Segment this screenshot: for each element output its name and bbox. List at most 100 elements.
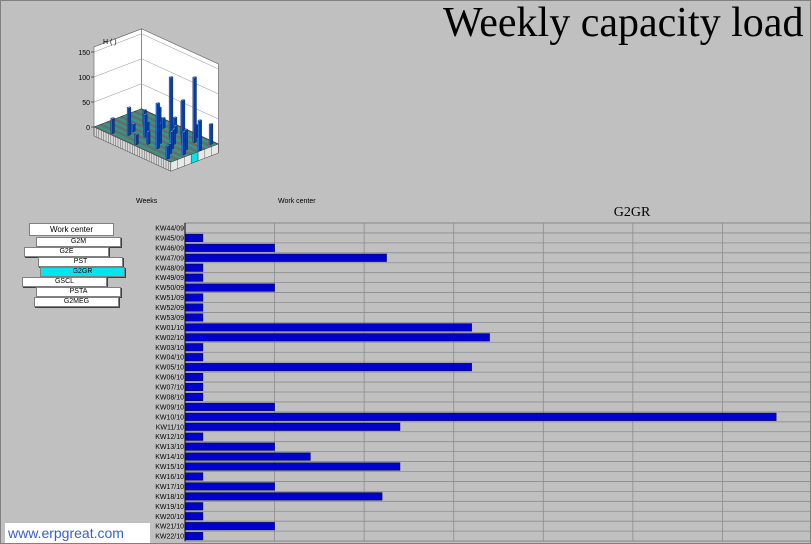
y-tick-label: 150 [78,50,90,57]
y-tick-label: 0 [86,125,90,132]
floor-tile [132,119,139,122]
bar [184,233,204,242]
floor-tile [203,140,210,143]
bar3d-side [170,76,174,139]
floor-tile [187,144,194,147]
work-center-item-pst[interactable]: PST [38,257,123,267]
work-center-item-g2e[interactable]: G2E [24,247,109,257]
bar3d-front [126,107,129,136]
floor-tile [102,128,109,131]
floor-tile [148,115,155,118]
bar3d-top [192,76,197,79]
floor-tile [114,122,120,125]
work-center-item-g2m[interactable]: G2M [36,237,121,247]
bar [184,502,204,511]
page-title: Weekly capacity load [443,0,804,46]
bar3d-top [143,113,148,116]
bar3d-top [142,108,147,111]
floor-tile [161,138,168,141]
floor-tile [118,124,125,127]
floor-tile [112,132,119,136]
chart-title: G2GR [614,205,651,220]
category-label: KW22/10 [155,534,184,541]
bar [184,253,387,262]
floor-tile [117,135,123,138]
work-center-item-g2gr[interactable]: G2GR [40,267,125,277]
bar [184,392,204,401]
category-label: KW04/10 [155,355,184,362]
bar [184,522,275,531]
floor-tile [210,143,217,146]
bar [184,313,204,322]
bar3d-top [145,130,151,133]
floor-tile [122,137,128,140]
floor-tile [138,144,145,148]
floor-tile [138,133,144,136]
bar3d-top [155,102,161,105]
floor-tile [119,130,125,133]
floor-tile [135,126,141,129]
watermark: www.erpgreat.com [5,523,150,543]
floor-tile [136,109,143,112]
bar [184,382,204,392]
bar3d-front [197,120,200,152]
bar3d-side [157,102,160,150]
category-label: KW20/10 [155,514,184,521]
floor-tile [129,140,135,143]
floor-tile [160,148,166,152]
bar3d-side [193,76,197,144]
bar3d-side [135,133,139,146]
floor-tile [192,146,199,149]
bar3d-side [132,123,136,133]
floor-tile [128,134,135,137]
floor-tile [126,139,133,142]
floor-tile [186,132,193,135]
work-center-item-psta[interactable]: PSTA [36,287,121,297]
category-label: KW46/09 [155,245,184,252]
floor-tile [171,148,178,151]
work-center-header: Work center [29,223,114,236]
floor-tile [134,120,141,123]
floor-tile [151,122,157,125]
bar3d-top [181,130,187,133]
work-center-item-gscl[interactable]: GSCL [22,277,107,287]
wall-gridline [141,33,219,70]
bar3d-top [110,117,115,120]
bar3d-side [162,117,166,129]
floor-tile [190,145,196,148]
bar3d-side [147,130,151,145]
floor-tile [150,138,156,141]
bar [184,442,275,451]
bar3d-front [181,131,184,156]
floor-tile [163,127,169,130]
bar3d-top [161,116,166,119]
bar3d-top [165,144,171,147]
category-label: KW17/10 [155,484,184,491]
category-label: KW18/10 [155,494,184,501]
floor-tile [187,138,193,141]
floor-tile [153,151,159,154]
floor-tile [104,123,111,126]
floor-tile [95,125,102,128]
bar3d-side [128,107,132,136]
floor-tile [132,113,138,116]
category-label: KW03/10 [155,345,184,352]
floor-tile [190,151,197,154]
floor-tile [119,136,126,139]
floor-tile [130,118,136,121]
wall-gridline [141,83,219,120]
x-axis-label: Weeks [136,198,158,205]
bar3d-top [172,116,178,119]
work-center-item-g2meg[interactable]: G2MEG [34,297,119,307]
category-label: KW14/10 [155,454,184,461]
floor-tile [167,158,174,161]
floor-tile [102,122,109,125]
bar3d-side [210,123,214,145]
bar [184,452,311,461]
floor-tile [204,146,210,149]
floor-tile [163,133,170,136]
bar3d-top [173,124,178,127]
floor-tile [116,117,122,120]
bar [184,462,401,471]
